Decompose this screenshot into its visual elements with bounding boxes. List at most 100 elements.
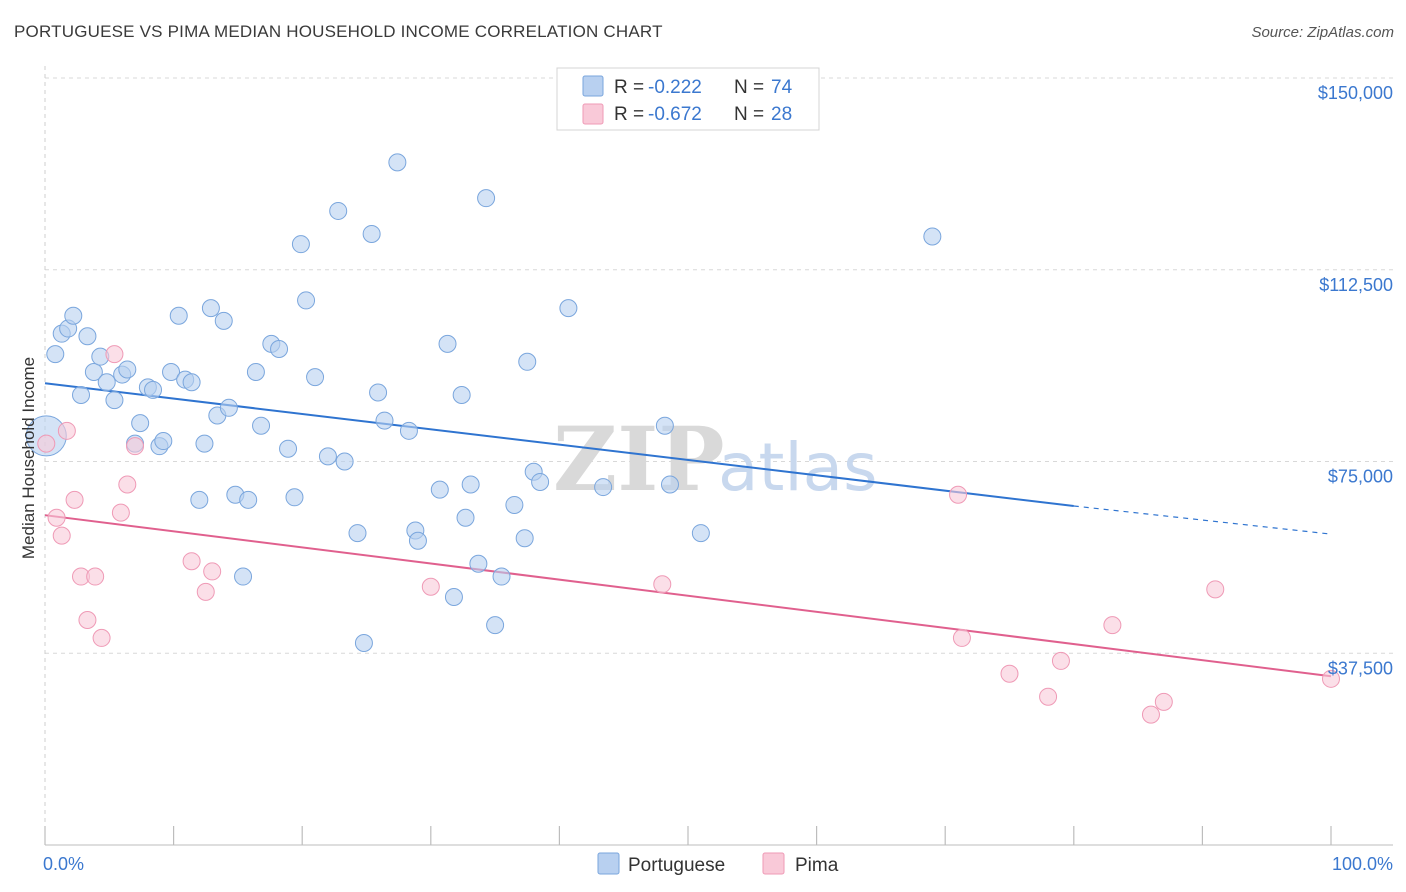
legend-r-value-pima: -0.672 [648,104,702,125]
bottom-legend-portuguese: Portuguese [628,855,725,876]
point-portuguese [408,531,427,550]
point-pima [203,562,222,581]
axes [44,66,1393,846]
point-portuguese [399,421,418,440]
point-portuguese [461,475,480,494]
y-tick-label: $75,000 [1328,467,1393,487]
watermark: ZIP atlas [553,407,878,511]
point-portuguese [190,490,209,509]
point-portuguese [691,524,710,543]
point-pima [126,437,145,456]
point-portuguese [246,363,265,382]
point-portuguese [375,411,394,430]
y-tick-label: $112,500 [1319,275,1393,295]
point-portuguese [329,201,348,220]
point-portuguese [335,452,354,471]
point-pima [1039,687,1058,706]
point-pima [78,611,97,630]
point-pima [182,552,201,571]
watermark-zip: ZIP [553,407,725,511]
point-portuguese [477,189,496,208]
point-portuguese [297,291,316,310]
point-portuguese [505,495,524,514]
bottom-legend: Portuguese Pima [597,852,839,876]
bottom-legend-swatch-pima [762,852,785,875]
point-pima [949,485,968,504]
point-portuguese [559,299,578,318]
point-portuguese [285,488,304,507]
point-pima [111,503,130,522]
x-tick-labels: 0.0% 100.0% [43,854,1393,874]
point-pima [952,628,971,647]
point-portuguese [469,554,488,573]
y-tick-label: $150,000 [1318,83,1393,103]
legend-swatch-portuguese [582,75,604,97]
source-label: Source: ZipAtlas.com [1251,24,1394,41]
y-tick-label: $37,500 [1328,658,1393,678]
point-pima [105,345,124,364]
point-pima [421,577,440,596]
point-pima [47,508,66,527]
point-portuguese [923,227,942,246]
point-portuguese [452,386,471,405]
point-portuguese [234,567,253,586]
point-portuguese [486,616,505,635]
point-portuguese [362,224,381,243]
x-tick-label-max: 100.0% [1332,854,1393,874]
chart-title: PORTUGUESE VS PIMA MEDIAN HOUSEHOLD INCO… [14,22,663,41]
point-portuguese [64,306,83,325]
grid-lines [45,77,1395,654]
point-portuguese [270,340,289,359]
y-axis-label: Median Household Income [19,357,38,559]
point-pima [1154,692,1173,711]
point-portuguese [594,478,613,497]
legend-swatch-pima [582,103,604,125]
legend-r-label-portuguese: R = [614,77,644,98]
point-portuguese [169,306,188,325]
point-pima [1322,669,1340,688]
point-portuguese [456,508,475,527]
legend-n-value-pima: 28 [771,104,792,125]
point-portuguese [46,345,65,364]
legend-r-label-pima: R = [614,104,644,125]
y-tick-labels: $37,500 $75,000 $112,500 $150,000 [1318,83,1393,678]
legend-n-label-pima: N = [734,104,764,125]
legend-box: R = -0.222 N = 74 R = -0.672 N = 28 [556,67,820,131]
bottom-legend-pima: Pima [795,855,839,876]
point-pima [1141,705,1160,724]
point-portuguese [131,414,150,433]
point-portuguese [655,416,674,435]
point-pima [86,567,105,586]
point-portuguese [195,434,214,453]
point-portuguese [515,529,534,548]
point-portuguese [348,524,367,543]
point-pima [196,582,215,601]
watermark-atlas: atlas [718,429,878,506]
point-portuguese [291,235,310,254]
point-pima [65,490,84,509]
point-pima [1051,651,1070,670]
point-portuguese [306,368,325,387]
data-points [25,153,1340,724]
point-portuguese [660,475,679,494]
trend-lines [44,382,1332,678]
point-portuguese [78,327,97,346]
point-portuguese [72,386,91,405]
bottom-legend-swatch-portuguese [597,852,620,875]
point-pima [1206,580,1225,599]
point-portuguese [105,391,124,410]
legend-r-value-portuguese: -0.222 [648,77,702,98]
point-portuguese [239,490,258,509]
point-portuguese [162,363,181,382]
point-pima [52,526,71,545]
point-pima [118,475,137,494]
point-pima [1103,616,1122,635]
point-pima [57,421,76,440]
x-tick-label-min: 0.0% [43,854,84,874]
point-portuguese [97,373,116,392]
point-pima [653,575,672,594]
point-portuguese [144,380,163,399]
point-portuguese [531,472,550,491]
point-pima [1000,664,1019,683]
